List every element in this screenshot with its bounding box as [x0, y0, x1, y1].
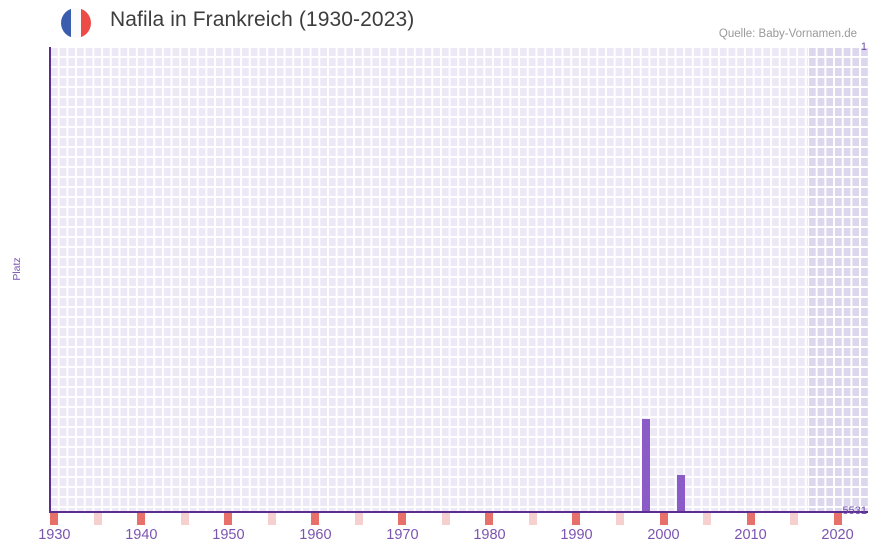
x-tick-mark-minor — [180, 513, 189, 525]
x-tick-label: 2020 — [821, 527, 854, 543]
x-tick-mark-minor — [354, 513, 363, 525]
y-tick-label-bottom: 5531 — [842, 505, 867, 517]
source-attribution: Quelle: Baby-Vornamen.de — [718, 28, 857, 40]
x-tick-label: 1970 — [386, 527, 419, 543]
x-tick-mark-major — [137, 513, 146, 525]
x-tick-mark-major — [398, 513, 407, 525]
x-tick-label: 2000 — [647, 527, 680, 543]
x-tick-label: 2010 — [734, 527, 767, 543]
x-tick-mark-minor — [790, 513, 799, 525]
grid-background — [50, 47, 868, 512]
x-tick-mark-major — [572, 513, 581, 525]
x-tick-mark-major — [659, 513, 668, 525]
x-tick-mark-major — [746, 513, 755, 525]
y-tick-label-top: 1 — [860, 41, 867, 53]
x-tick-mark-major — [833, 513, 842, 525]
france-flag-icon — [61, 8, 91, 38]
x-axis-line — [49, 511, 868, 513]
x-tick-mark-minor — [615, 513, 624, 525]
plot-area — [50, 47, 868, 512]
x-tick-mark-minor — [93, 513, 102, 525]
x-tick-mark-major — [485, 513, 494, 525]
x-tick-mark-minor — [703, 513, 711, 525]
x-tick-label: 1950 — [212, 527, 245, 543]
x-tick-label: 1930 — [38, 527, 71, 543]
x-tick-label: 1940 — [125, 527, 158, 543]
x-tick-label: 1990 — [560, 527, 593, 543]
shaded-recent-region — [808, 47, 868, 512]
x-tick-label: 1960 — [299, 527, 332, 543]
x-tick-mark-major — [224, 513, 233, 525]
y-axis-title: Platz — [11, 257, 23, 281]
chart-title: Nafila in Frankreich (1930-2023) — [110, 8, 415, 31]
bar — [676, 474, 685, 512]
x-tick-mark-major — [311, 513, 320, 525]
x-tick-label: 1980 — [473, 527, 506, 543]
y-axis-line — [49, 47, 51, 512]
x-tick-mark-major — [50, 513, 59, 525]
x-tick-mark-minor — [267, 513, 276, 525]
x-tick-mark-minor — [441, 513, 450, 525]
x-tick-mark-minor — [528, 513, 537, 525]
bar — [642, 418, 651, 512]
chart-header: Nafila in Frankreich (1930-2023) Quelle:… — [0, 0, 873, 47]
